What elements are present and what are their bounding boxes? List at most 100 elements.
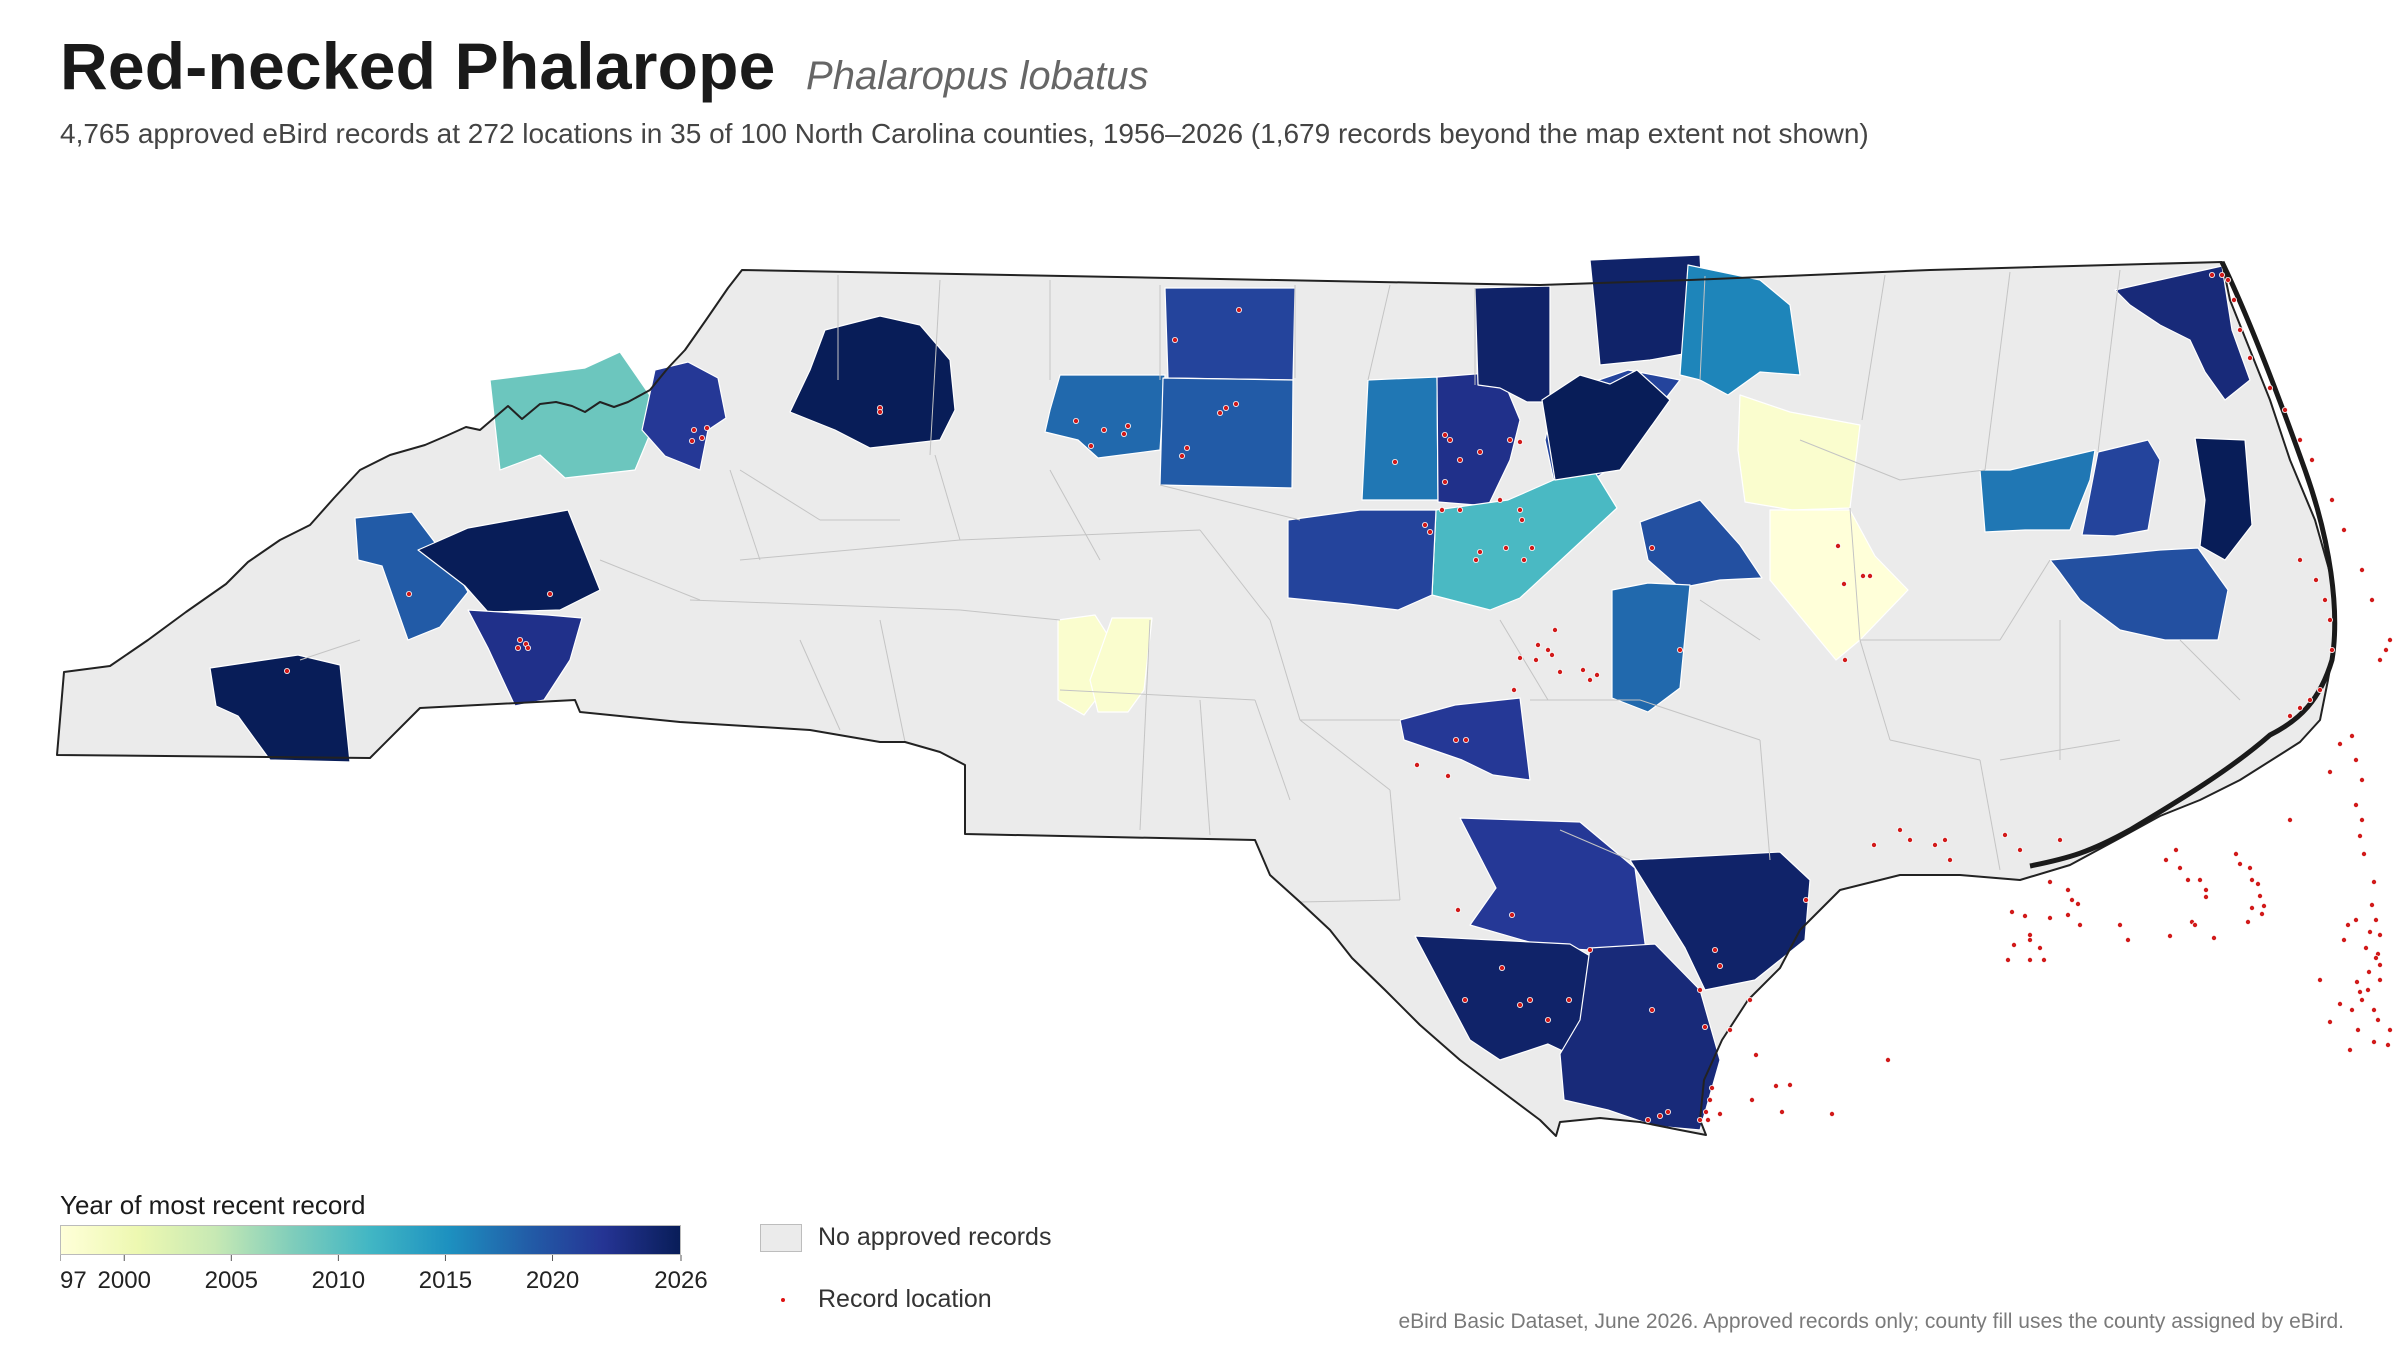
record-point: [2358, 777, 2365, 784]
record-point: [2210, 935, 2217, 942]
record-point: [547, 591, 554, 598]
record-point: [2376, 962, 2383, 969]
county-fill: [1737, 394, 1861, 511]
record-point: [1697, 1117, 1704, 1124]
record-point: [2360, 851, 2367, 858]
record-point: [1457, 456, 1464, 463]
record-point: [1867, 573, 1874, 580]
county-boundary: [1699, 599, 1761, 641]
record-point: [1932, 842, 1939, 849]
record-point: [2306, 697, 2313, 704]
record-point: [1073, 417, 1080, 424]
record-point: [2370, 1007, 2377, 1014]
record-point: [2286, 817, 2293, 824]
record-point: [2166, 933, 2173, 940]
record-point: [2248, 877, 2255, 884]
record-point: [2232, 851, 2239, 858]
record-point: [1497, 496, 1504, 503]
record-point: [2376, 657, 2383, 664]
record-point: [1649, 1007, 1656, 1014]
record-point: [2191, 922, 2198, 929]
county-boundary: [1269, 619, 1301, 721]
record-point: [2340, 937, 2347, 944]
record-point: [1477, 448, 1484, 455]
record-point: [2124, 937, 2131, 944]
county-boundary: [1559, 829, 1631, 861]
record-point: [1552, 627, 1559, 634]
record-point: [2316, 687, 2323, 694]
no-records-swatch: [760, 1224, 802, 1252]
county-boundary: [2179, 639, 2241, 701]
record-point: [1509, 912, 1516, 919]
record-point: [2068, 897, 2075, 904]
county-boundary: [1139, 619, 1151, 831]
record-point: [2356, 833, 2363, 840]
county-fill: [1361, 376, 1439, 501]
record-point: [2202, 887, 2209, 894]
record-point: [2353, 979, 2360, 986]
county-boundary: [1849, 507, 1861, 641]
record-point: [2041, 957, 2048, 964]
record-point: [2368, 902, 2375, 909]
colorbar-tick-label: 2026: [654, 1267, 707, 1294]
record-point: [1779, 1109, 1786, 1116]
county-fill: [2049, 547, 2229, 641]
record-point: [1533, 657, 1540, 664]
record-point: [1835, 543, 1842, 550]
county-boundary: [1049, 469, 1101, 561]
year-colorbar: 1997 2000 2005 2010 2015 2020 2026: [60, 1225, 708, 1294]
record-point: [1457, 506, 1464, 513]
county-fill: [417, 509, 601, 613]
record-point: [2328, 496, 2335, 503]
county-fill: [1639, 499, 1763, 589]
record-point: [1860, 573, 1867, 580]
county-fill: [1474, 285, 1551, 403]
record-point: [2372, 955, 2379, 962]
record-point: [1519, 517, 1526, 524]
record-point: [1703, 1109, 1710, 1116]
record-point: [2382, 647, 2389, 654]
record-point: [2027, 957, 2034, 964]
record-point: [2328, 647, 2335, 654]
record-point: [2326, 617, 2333, 624]
record-point: [877, 408, 884, 415]
county-fill: [1611, 582, 1691, 713]
county-fill: [354, 511, 469, 641]
county-boundary: [1389, 789, 1401, 901]
county-boundary: [1979, 759, 2001, 871]
record-point: [2326, 769, 2333, 776]
record-point: [2296, 705, 2303, 712]
county-boundary: [689, 599, 961, 611]
county-boundary: [1699, 275, 1706, 381]
record-point: [1829, 1111, 1836, 1118]
colorbar-tick-label: 2010: [312, 1267, 365, 1294]
record-point: [1172, 336, 1179, 343]
county-boundary: [1299, 719, 1391, 791]
county-boundary: [1759, 739, 1771, 861]
record-point: [1507, 436, 1514, 443]
record-point: [1503, 545, 1510, 552]
county-fill: [1431, 463, 1618, 611]
record-point: [2208, 271, 2215, 278]
legend-title: Year of most recent record: [60, 1190, 366, 1220]
county-boundary: [1859, 639, 1891, 741]
record-point: [1499, 965, 1506, 972]
record-point: [1665, 1109, 1672, 1116]
county-boundary: [1984, 271, 2011, 471]
record-point: [1947, 857, 1954, 864]
record-point: [1184, 444, 1191, 451]
record-point: [2022, 913, 2029, 920]
county-boundary: [959, 529, 1201, 541]
county-boundary: [934, 454, 961, 541]
county-fill: [2081, 439, 2161, 537]
record-point: [2372, 917, 2379, 924]
record-point: [2011, 942, 2018, 949]
record-point: [1477, 549, 1484, 556]
record-point: [2356, 989, 2363, 996]
record-point: [1545, 647, 1552, 654]
record-point: [2374, 1017, 2381, 1024]
record-point: [2368, 597, 2375, 604]
county-fill: [1164, 287, 1296, 381]
county-boundary: [959, 609, 1061, 621]
